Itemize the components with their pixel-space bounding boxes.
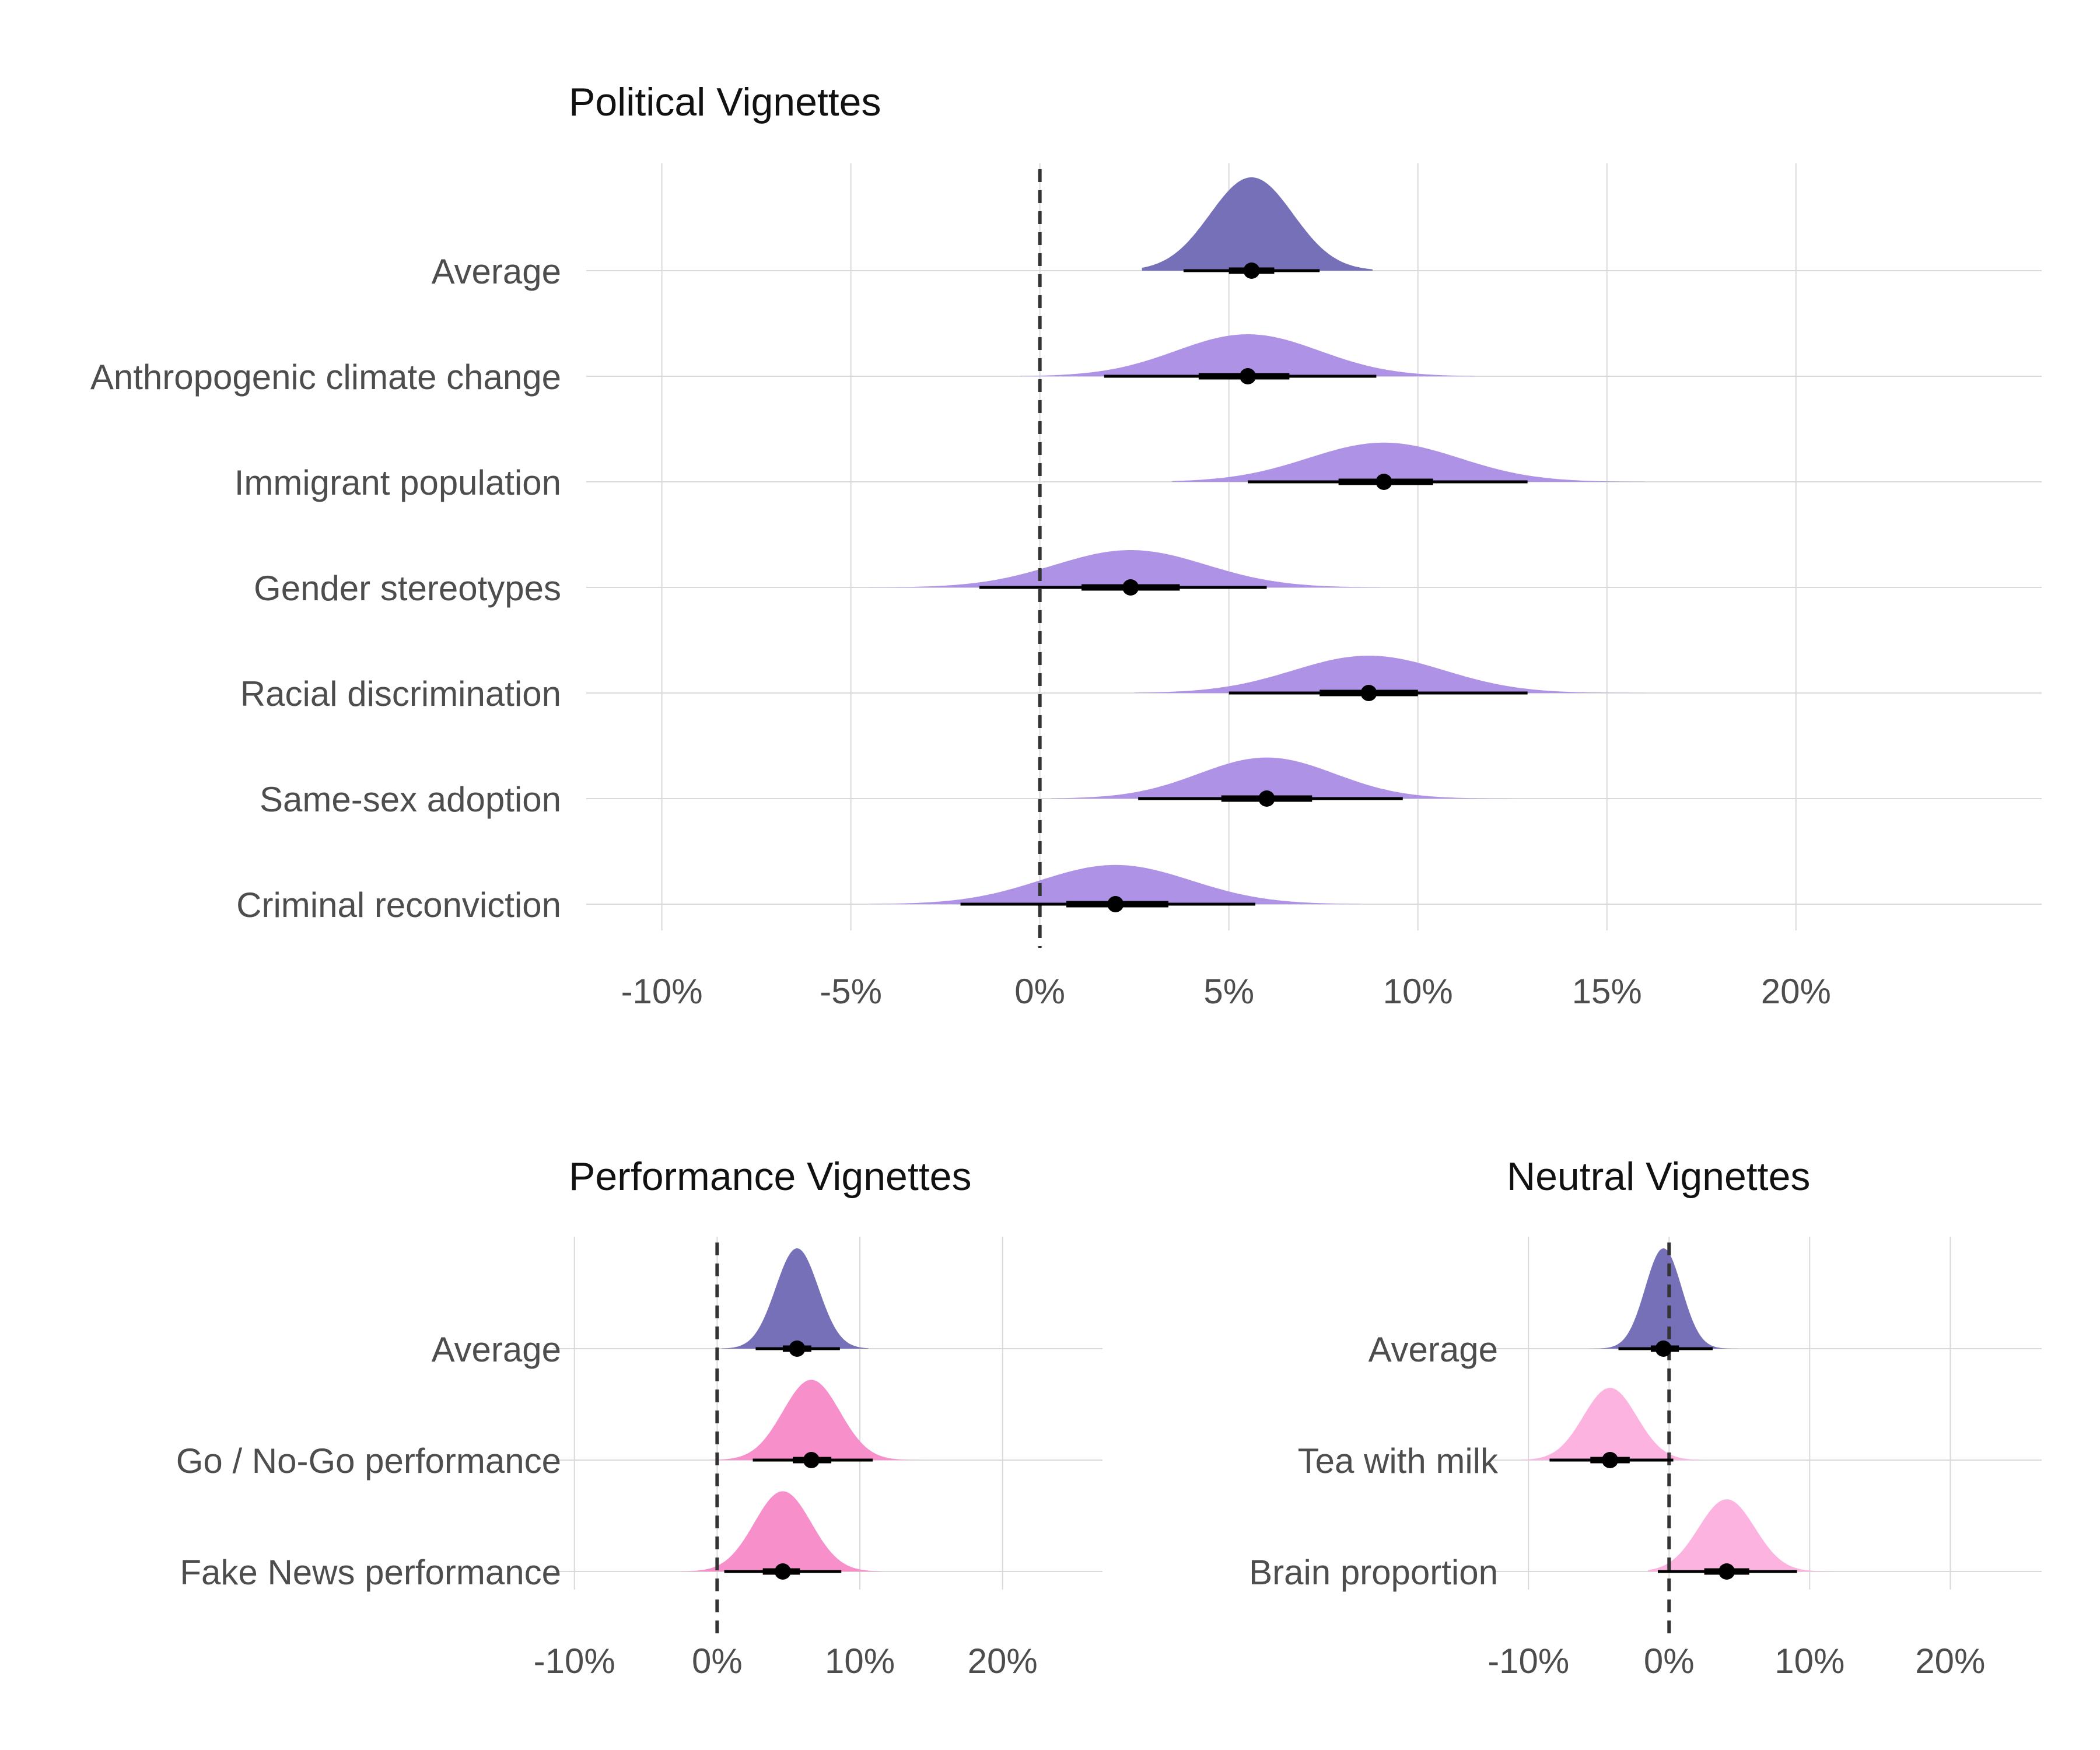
panel-title: Performance Vignettes xyxy=(569,1154,971,1199)
x-tick-label: 10% xyxy=(825,1642,895,1681)
point-estimate-gender-stereotypes xyxy=(1122,579,1139,596)
point-estimate-average xyxy=(789,1340,806,1357)
point-estimate-brain-proportion xyxy=(1718,1563,1735,1580)
density-ridge-anthropogenic-climate-change xyxy=(1021,334,1475,376)
x-tick-label: 20% xyxy=(968,1642,1038,1681)
panel-title: Political Vignettes xyxy=(569,80,881,124)
neutral-vignettes-panel: Average Tea with milk Brain proportion -10%… xyxy=(1249,1154,2042,1681)
category-label: Anthropogenic climate change xyxy=(90,358,561,397)
density-ridge-average xyxy=(1577,1248,1754,1349)
category-label: Brain proportion xyxy=(1249,1553,1498,1592)
point-estimate-go-no-go-performance xyxy=(803,1452,820,1468)
point-estimate-average xyxy=(1655,1340,1672,1357)
category-label: Immigrant population xyxy=(235,463,561,502)
x-tick-label: 0% xyxy=(1644,1642,1695,1681)
category-label: Same-sex adoption xyxy=(260,780,561,819)
point-estimate-criminal-reconviction xyxy=(1107,896,1124,912)
panel-title: Neutral Vignettes xyxy=(1507,1154,1810,1199)
density-ridge-racial-discrimination xyxy=(1134,656,1645,693)
x-tick-label: 0% xyxy=(692,1642,743,1681)
x-tick-label: -10% xyxy=(534,1642,615,1681)
x-tick-label: 0% xyxy=(1014,972,1065,1011)
density-ridge-go-no-go-performance xyxy=(710,1380,925,1460)
x-tick-label: 10% xyxy=(1383,972,1453,1011)
point-estimate-same-sex-adoption xyxy=(1258,790,1275,807)
density-ridge-immigrant-population xyxy=(1172,442,1645,482)
density-ridge-same-sex-adoption xyxy=(1051,757,1513,799)
x-tick-label: 20% xyxy=(1761,972,1831,1011)
point-estimate-fake-news-performance xyxy=(774,1563,791,1580)
density-ridge-average xyxy=(721,1248,869,1349)
x-tick-label: -10% xyxy=(1488,1642,1569,1681)
point-estimate-racial-discrimination xyxy=(1360,685,1377,701)
political-vignettes-panel: Average Anthropogenic climate change Immig… xyxy=(90,80,2042,1011)
category-label: Gender stereotypes xyxy=(254,569,561,608)
density-ridge-criminal-reconviction xyxy=(870,864,1362,904)
category-label: Average xyxy=(432,252,561,291)
category-label: Go / No-Go performance xyxy=(176,1441,561,1480)
category-label: Racial discrimination xyxy=(240,674,561,713)
density-ridge-brain-proportion xyxy=(1648,1499,1831,1572)
x-tick-label: -5% xyxy=(820,972,882,1011)
x-tick-label: 10% xyxy=(1774,1642,1845,1681)
category-label: Criminal reconviction xyxy=(236,886,561,925)
point-estimate-average xyxy=(1243,262,1260,279)
density-ridge-gender-stereotypes xyxy=(870,550,1380,587)
category-label: Average xyxy=(1368,1330,1498,1369)
category-label: Fake News performance xyxy=(180,1553,561,1592)
point-estimate-anthropogenic-climate-change xyxy=(1240,368,1256,384)
x-tick-label: -10% xyxy=(621,972,703,1011)
point-estimate-immigrant-population xyxy=(1376,474,1392,490)
density-ridge-tea-with-milk xyxy=(1521,1388,1704,1460)
performance-vignettes-panel: Average Go / No-Go performance Fake News p… xyxy=(176,1154,1102,1681)
category-label: Average xyxy=(432,1330,561,1369)
density-ridge-average xyxy=(1142,177,1373,271)
category-label: Tea with milk xyxy=(1298,1441,1499,1480)
density-ridge-fake-news-performance xyxy=(681,1491,881,1572)
x-tick-label: 15% xyxy=(1572,972,1642,1011)
point-estimate-tea-with-milk xyxy=(1602,1452,1619,1468)
x-tick-label: 5% xyxy=(1203,972,1254,1011)
x-tick-label: 20% xyxy=(1915,1642,1985,1681)
